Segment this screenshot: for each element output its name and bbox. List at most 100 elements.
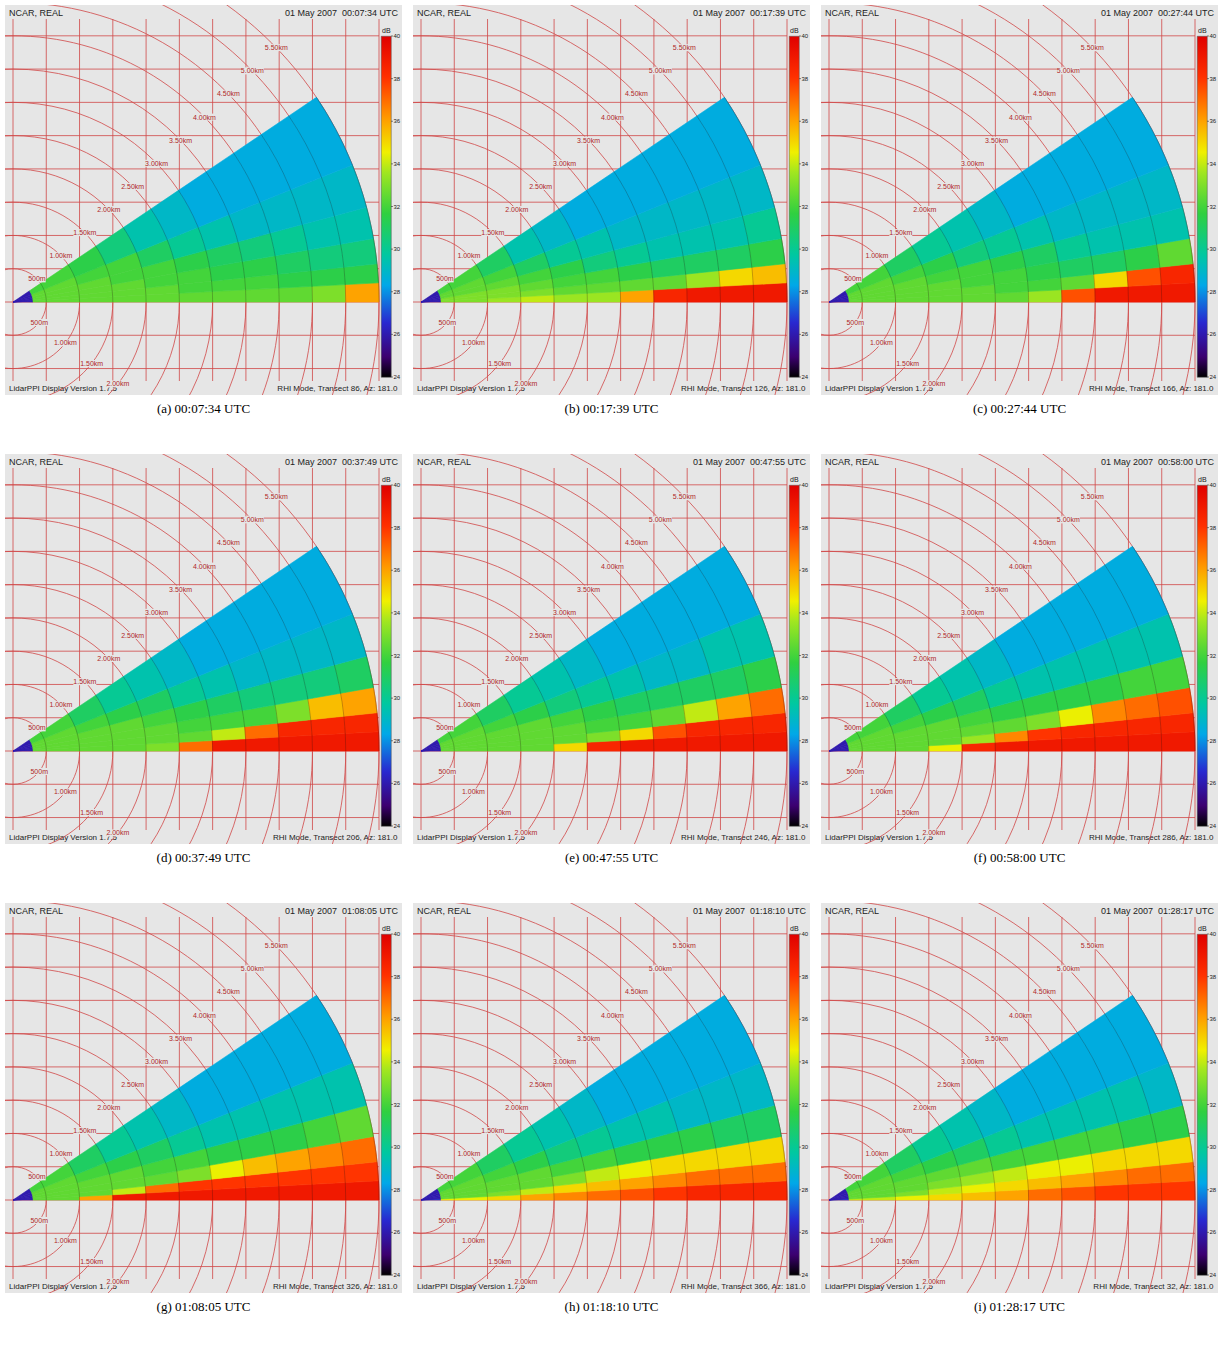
svg-text:500m: 500m <box>438 768 456 775</box>
svg-text:dB: dB <box>1198 476 1207 483</box>
svg-text:4.50km: 4.50km <box>217 539 240 546</box>
svg-text:40: 40 <box>802 33 809 39</box>
svg-text:3.50km: 3.50km <box>985 1035 1008 1042</box>
svg-text:500m: 500m <box>436 724 454 731</box>
svg-text:1.50km: 1.50km <box>488 1258 511 1265</box>
svg-text:38: 38 <box>394 974 401 980</box>
svg-text:5.50km: 5.50km <box>1081 942 1104 949</box>
svg-text:32: 32 <box>802 1102 809 1108</box>
svg-text:500m: 500m <box>30 768 48 775</box>
svg-text:01 May 2007 00:07:34 UTC: 01 May 2007 00:07:34 UTC <box>285 8 399 18</box>
svg-text:30: 30 <box>1210 246 1217 252</box>
svg-text:2.00km: 2.00km <box>97 1104 120 1111</box>
svg-text:500m: 500m <box>436 1173 454 1180</box>
svg-text:dB: dB <box>790 925 799 932</box>
svg-text:3.50km: 3.50km <box>169 1035 192 1042</box>
svg-text:500m: 500m <box>844 724 862 731</box>
svg-text:5.50km: 5.50km <box>673 44 696 51</box>
svg-text:30: 30 <box>394 1144 401 1150</box>
svg-text:2.00km: 2.00km <box>922 1278 945 1285</box>
svg-text:01 May 2007 01:28:17 UTC: 01 May 2007 01:28:17 UTC <box>1101 906 1215 916</box>
svg-text:5.00km: 5.00km <box>1057 516 1080 523</box>
svg-text:26: 26 <box>802 780 809 786</box>
svg-text:4.50km: 4.50km <box>1033 988 1056 995</box>
svg-text:36: 36 <box>394 118 401 124</box>
svg-text:01 May 2007 00:58:00 UTC: 01 May 2007 00:58:00 UTC <box>1101 457 1215 467</box>
svg-text:24: 24 <box>394 1272 401 1278</box>
svg-text:28: 28 <box>1210 738 1217 744</box>
svg-text:24: 24 <box>802 823 809 829</box>
svg-text:4.00km: 4.00km <box>1009 114 1032 121</box>
svg-text:30: 30 <box>394 246 401 252</box>
svg-text:36: 36 <box>394 567 401 573</box>
svg-text:1.00km: 1.00km <box>865 701 888 708</box>
svg-text:2.50km: 2.50km <box>937 1081 960 1088</box>
svg-text:36: 36 <box>1210 1016 1217 1022</box>
svg-text:4.00km: 4.00km <box>193 563 216 570</box>
svg-text:500m: 500m <box>28 724 46 731</box>
svg-text:dB: dB <box>382 476 391 483</box>
svg-text:34: 34 <box>394 1059 401 1065</box>
svg-text:38: 38 <box>802 525 809 531</box>
svg-text:1.50km: 1.50km <box>896 809 919 816</box>
svg-text:30: 30 <box>394 695 401 701</box>
svg-text:500m: 500m <box>28 275 46 282</box>
svg-text:2.00km: 2.00km <box>922 829 945 836</box>
svg-text:2.00km: 2.00km <box>922 380 945 387</box>
svg-text:1.50km: 1.50km <box>481 678 504 685</box>
svg-text:1.00km: 1.00km <box>870 339 893 346</box>
svg-text:26: 26 <box>394 1229 401 1235</box>
svg-text:5.00km: 5.00km <box>241 67 264 74</box>
svg-text:dB: dB <box>382 925 391 932</box>
svg-text:26: 26 <box>1210 780 1217 786</box>
svg-text:34: 34 <box>394 610 401 616</box>
svg-text:40: 40 <box>394 931 401 937</box>
svg-text:1.00km: 1.00km <box>462 1237 485 1244</box>
svg-text:32: 32 <box>1210 653 1217 659</box>
svg-text:3.50km: 3.50km <box>577 1035 600 1042</box>
svg-text:5.50km: 5.50km <box>265 44 288 51</box>
svg-text:2.50km: 2.50km <box>937 632 960 639</box>
svg-text:40: 40 <box>1210 931 1217 937</box>
svg-text:NCAR, REAL: NCAR, REAL <box>825 8 879 18</box>
svg-text:1.50km: 1.50km <box>73 1127 96 1134</box>
svg-text:32: 32 <box>394 204 401 210</box>
svg-text:36: 36 <box>1210 118 1217 124</box>
svg-text:1.50km: 1.50km <box>896 360 919 367</box>
svg-text:500m: 500m <box>30 1217 48 1224</box>
svg-text:34: 34 <box>802 1059 809 1065</box>
svg-text:4.50km: 4.50km <box>217 90 240 97</box>
svg-text:dB: dB <box>1198 27 1207 34</box>
svg-text:1.00km: 1.00km <box>865 252 888 259</box>
svg-text:28: 28 <box>394 738 401 744</box>
svg-text:500m: 500m <box>846 768 864 775</box>
svg-text:34: 34 <box>1210 1059 1217 1065</box>
svg-text:2.00km: 2.00km <box>97 655 120 662</box>
svg-text:1.50km: 1.50km <box>481 229 504 236</box>
svg-text:500m: 500m <box>438 1217 456 1224</box>
svg-text:38: 38 <box>394 525 401 531</box>
svg-text:24: 24 <box>394 374 401 380</box>
svg-text:RHI Mode, Transect 32, Az: 181: RHI Mode, Transect 32, Az: 181.0 <box>1093 1282 1214 1291</box>
svg-text:2.00km: 2.00km <box>514 829 537 836</box>
svg-text:36: 36 <box>394 1016 401 1022</box>
svg-text:2.00km: 2.00km <box>106 380 129 387</box>
svg-text:26: 26 <box>1210 1229 1217 1235</box>
svg-text:2.00km: 2.00km <box>514 380 537 387</box>
svg-text:40: 40 <box>394 33 401 39</box>
svg-text:1.50km: 1.50km <box>896 1258 919 1265</box>
svg-text:500m: 500m <box>28 1173 46 1180</box>
svg-text:1.00km: 1.00km <box>49 701 72 708</box>
svg-text:500m: 500m <box>30 319 48 326</box>
svg-text:NCAR, REAL: NCAR, REAL <box>825 457 879 467</box>
svg-text:32: 32 <box>1210 1102 1217 1108</box>
svg-text:1.00km: 1.00km <box>457 1150 480 1157</box>
svg-text:01 May 2007 01:18:10 UTC: 01 May 2007 01:18:10 UTC <box>693 906 807 916</box>
svg-text:3.00km: 3.00km <box>145 1058 168 1065</box>
svg-text:1.00km: 1.00km <box>457 252 480 259</box>
svg-text:26: 26 <box>802 331 809 337</box>
svg-text:28: 28 <box>1210 289 1217 295</box>
svg-text:3.00km: 3.00km <box>553 609 576 616</box>
svg-text:500m: 500m <box>436 275 454 282</box>
svg-text:2.00km: 2.00km <box>913 1104 936 1111</box>
